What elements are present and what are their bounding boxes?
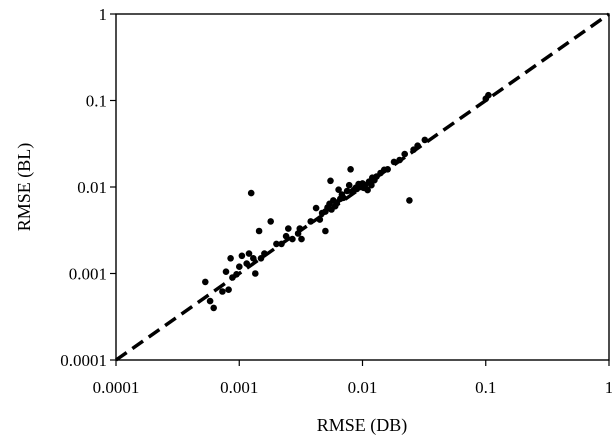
y-tick-label: 0.001 xyxy=(69,265,107,284)
data-point xyxy=(285,225,292,232)
y-axis-ticks: 0.0001 0.001 0.01 0.1 1 xyxy=(60,5,116,370)
data-point xyxy=(312,204,320,212)
data-point xyxy=(202,278,209,286)
data-point xyxy=(347,166,354,173)
data-point xyxy=(364,186,371,194)
data-point xyxy=(222,268,230,276)
data-point xyxy=(327,177,334,185)
x-tick-label: 0.001 xyxy=(220,378,258,397)
data-point xyxy=(289,235,296,243)
data-point xyxy=(406,197,413,204)
data-point xyxy=(322,227,329,235)
data-point xyxy=(282,232,290,240)
data-point xyxy=(225,286,232,294)
data-point xyxy=(245,250,253,257)
data-point xyxy=(250,254,257,262)
x-axis-label: RMSE (DB) xyxy=(317,415,408,436)
data-point xyxy=(390,158,398,166)
data-point xyxy=(273,240,280,248)
data-point xyxy=(316,216,324,223)
data-point xyxy=(335,186,342,193)
data-point xyxy=(307,218,315,225)
y-axis-label: RMSE (BL) xyxy=(14,143,35,232)
data-point xyxy=(401,150,409,158)
data-point xyxy=(296,225,304,232)
data-point xyxy=(410,146,417,153)
x-tick-label: 0.0001 xyxy=(93,378,140,397)
data-point xyxy=(227,254,234,262)
data-point xyxy=(298,235,305,243)
y-tick-label: 1 xyxy=(99,5,108,24)
x-tick-label: 0.1 xyxy=(475,378,496,397)
x-tick-label: 0.01 xyxy=(348,378,378,397)
x-tick-label: 1 xyxy=(605,378,612,397)
data-point xyxy=(236,263,243,271)
data-point xyxy=(384,166,392,173)
data-point xyxy=(278,240,285,248)
data-point xyxy=(255,227,263,235)
data-point xyxy=(485,91,492,99)
data-points xyxy=(202,91,492,312)
data-point xyxy=(267,218,275,225)
data-point xyxy=(247,189,255,197)
data-point xyxy=(257,254,265,262)
data-point xyxy=(368,181,375,189)
data-point xyxy=(233,271,240,278)
data-point xyxy=(414,142,421,149)
y-tick-label: 0.0001 xyxy=(60,351,107,370)
y-tick-label: 0.1 xyxy=(86,92,107,111)
data-point xyxy=(421,136,429,144)
data-point xyxy=(340,194,347,202)
data-point xyxy=(252,270,259,277)
data-point xyxy=(206,297,214,305)
data-point xyxy=(210,304,217,312)
data-point xyxy=(345,181,353,189)
data-point xyxy=(261,250,268,257)
data-point xyxy=(219,288,226,295)
data-point xyxy=(396,156,403,164)
y-tick-label: 0.01 xyxy=(77,178,107,197)
x-axis-ticks: 0.0001 0.001 0.01 0.1 1 xyxy=(93,360,612,397)
data-point xyxy=(238,252,246,260)
data-point xyxy=(243,260,250,267)
